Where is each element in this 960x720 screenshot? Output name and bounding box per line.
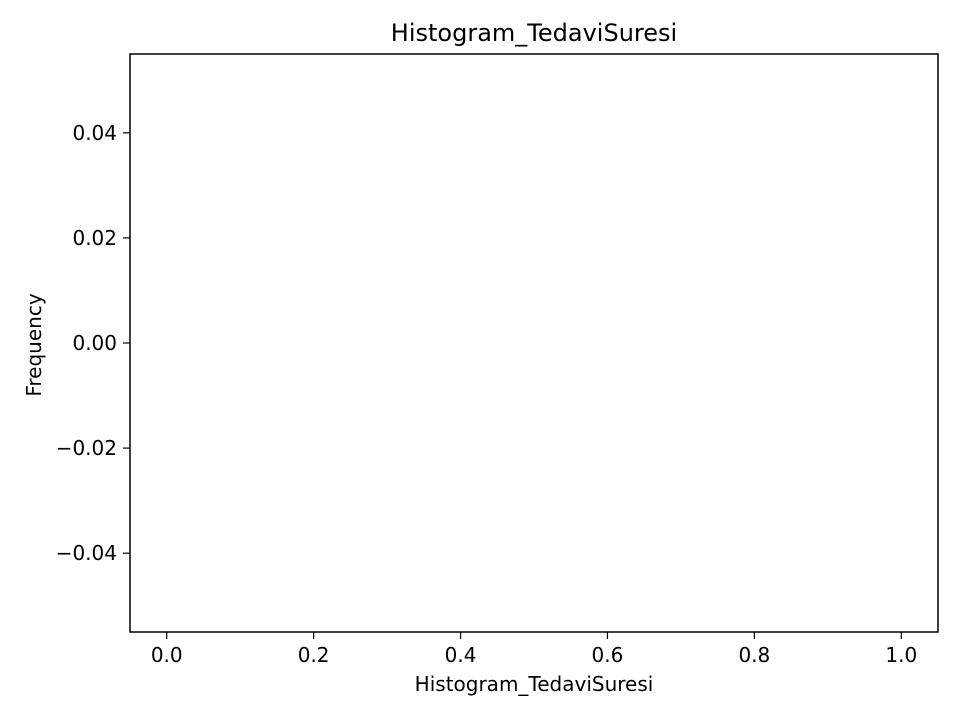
x-tick-label: 0.4 (445, 643, 477, 667)
y-tick-label: −0.02 (56, 436, 117, 460)
x-tick-label: 0.0 (151, 643, 183, 667)
x-tick-label: 1.0 (885, 643, 917, 667)
x-tick-label: 0.2 (298, 643, 330, 667)
x-axis-ticks: 0.0 0.2 0.4 0.6 0.8 1.0 (151, 632, 917, 667)
plot-background (130, 54, 938, 632)
y-tick-label: 0.00 (72, 331, 117, 355)
x-axis-label: Histogram_TedaviSuresi (415, 672, 654, 696)
x-tick-label: 0.8 (738, 643, 770, 667)
chart-title: Histogram_TedaviSuresi (391, 19, 677, 47)
plot-area (130, 54, 938, 632)
y-tick-label: −0.04 (56, 541, 117, 565)
x-tick-label: 0.6 (592, 643, 624, 667)
plot-frame (129, 53, 939, 633)
y-tick-label: 0.02 (72, 226, 117, 250)
y-tick-label: 0.04 (72, 121, 117, 145)
y-axis-label: Frequency (22, 293, 46, 396)
y-axis-ticks: −0.04 −0.02 0.00 0.02 0.04 (56, 121, 130, 565)
